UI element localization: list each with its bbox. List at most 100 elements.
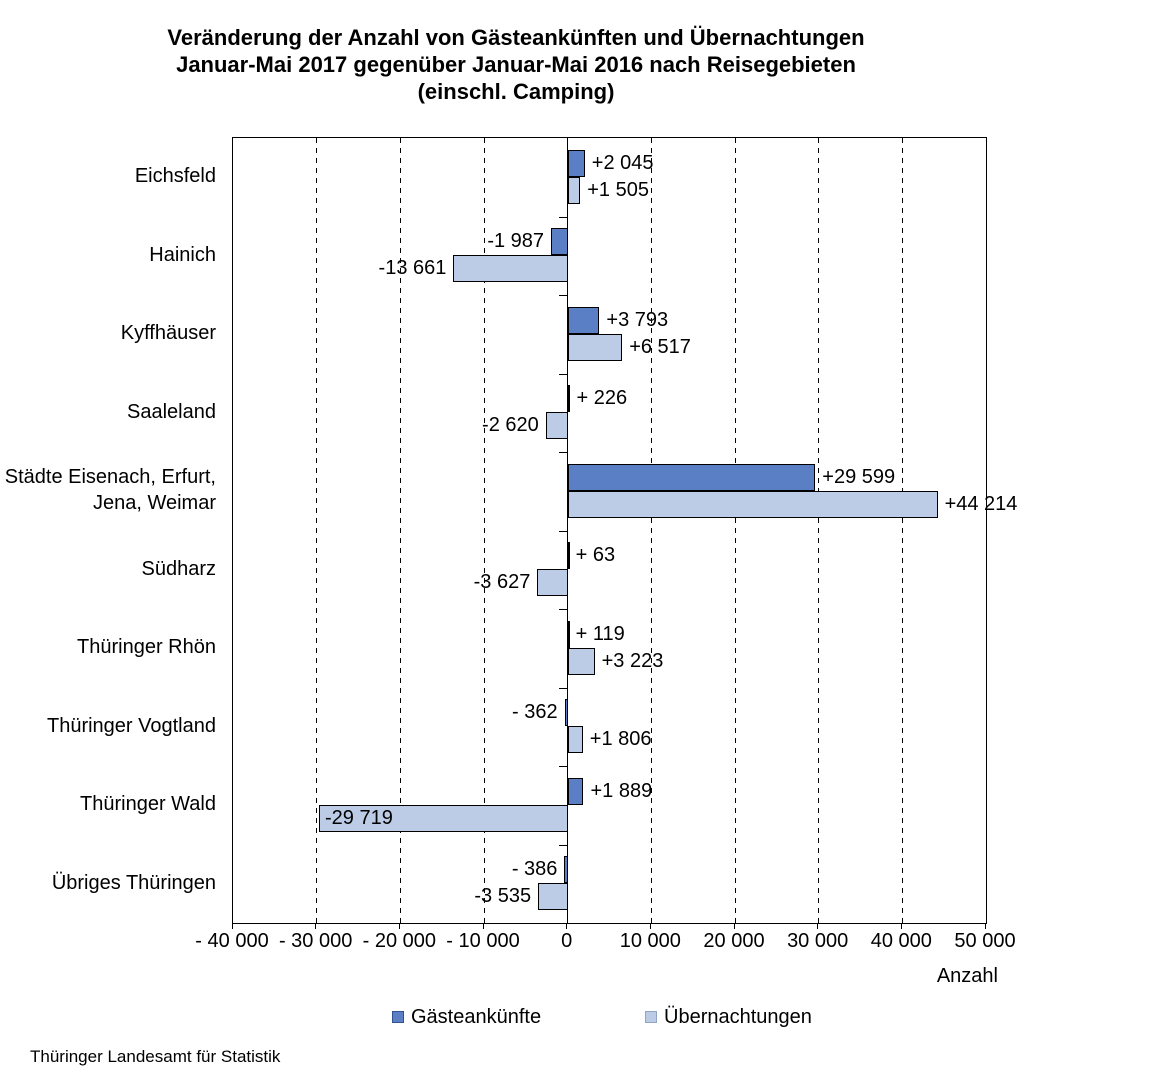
chart-title: Veränderung der Anzahl von Gästeankünfte… xyxy=(0,24,1032,105)
zero-axis-tick xyxy=(558,687,568,689)
bar-value-label: +3 223 xyxy=(601,649,664,672)
zero-axis-tick xyxy=(558,766,568,767)
x-axis-tick-label: 10 000 xyxy=(619,930,681,952)
x-axis-tick xyxy=(398,923,400,929)
bar-value-label: -3 535 xyxy=(474,885,532,907)
category-label: Eichsfeld xyxy=(134,165,216,188)
x-axis-tick-label: - 30 000 xyxy=(278,930,353,952)
x-axis-tick-label: 20 000 xyxy=(703,930,765,952)
x-axis-tick-label: 30 000 xyxy=(787,930,849,952)
category-label: Übriges Thüringen xyxy=(51,871,216,894)
legend-label-uebernachtungen: Übernachtungen xyxy=(664,1006,812,1028)
bar-uebernachtungen xyxy=(319,804,568,832)
category-label: Hainich xyxy=(149,243,216,266)
bar-gaesteankuenfte xyxy=(567,149,585,177)
bar-uebernachtungen xyxy=(567,726,583,753)
zero-axis-line xyxy=(567,138,569,923)
bar-value-label: -2 620 xyxy=(482,414,539,436)
x-axis-tick-label: - 20 000 xyxy=(362,930,437,952)
category-label: Thüringer Wald xyxy=(80,793,216,816)
x-axis-title: Anzahl xyxy=(936,965,998,987)
legend: Gästeankünfte Übernachtungen xyxy=(0,1005,1152,1029)
bar-value-label: +1 806 xyxy=(589,728,652,750)
legend-swatch-uebernachtungen xyxy=(645,1011,657,1023)
gridline xyxy=(901,138,903,923)
x-axis-tick-label: 0 xyxy=(561,930,573,952)
bar-value-label: -1 987 xyxy=(487,230,545,252)
bar-value-label: + 63 xyxy=(575,544,616,566)
gridline xyxy=(734,138,736,923)
legend-swatch-gaesteankuenfte xyxy=(392,1011,404,1023)
x-axis-tick xyxy=(231,923,233,929)
bar-gaesteankuenfte xyxy=(567,620,570,648)
bar-gaesteankuenfte xyxy=(567,306,600,334)
bar-uebernachtungen xyxy=(537,569,568,596)
bar-value-label: +1 505 xyxy=(587,178,649,201)
bar-value-label: + 119 xyxy=(575,622,625,645)
bar-uebernachtungen xyxy=(567,176,581,204)
category-axis-labels: Eichsfeld Hainich Kyffhäuser Saaleland Städt… xyxy=(0,137,216,922)
zero-axis-tick xyxy=(558,452,568,453)
zero-axis-tick xyxy=(558,216,568,218)
bar-gaesteankuenfte xyxy=(551,228,568,255)
bar-gaesteankuenfte xyxy=(564,699,568,726)
bar-gaesteankuenfte xyxy=(567,542,570,569)
x-axis-tick xyxy=(566,923,568,929)
zero-axis-tick xyxy=(558,609,568,610)
category-label: Südharz xyxy=(141,557,217,580)
gridline xyxy=(650,138,652,923)
bar-uebernachtungen xyxy=(545,412,568,439)
bar-value-label: +44 214 xyxy=(944,492,1018,515)
x-axis-tick xyxy=(649,923,651,929)
bar-uebernachtungen xyxy=(538,883,568,910)
x-axis-tick xyxy=(817,923,819,929)
bar-uebernachtungen xyxy=(567,333,623,361)
gridline xyxy=(483,138,485,923)
chart-title-line2: Januar-Mai 2017 gegenüber Januar-Mai 201… xyxy=(176,52,856,77)
bar-value-label: +3 793 xyxy=(606,308,669,331)
category-label: Städte Eisenach, Erfurt, Jena, Weimar xyxy=(4,466,216,515)
category-label: Thüringer Rhön xyxy=(77,636,216,659)
bar-value-label: +2 045 xyxy=(591,151,654,174)
x-axis-tick-label: - 10 000 xyxy=(446,930,520,952)
chart-title-line3: (einschl. Camping) xyxy=(417,79,615,104)
source-note: Thüringer Landesamt für Statistik xyxy=(30,1047,281,1066)
bar-value-label: -13 661 xyxy=(378,257,447,279)
x-axis-tick xyxy=(482,923,484,929)
bar-value-label: - 362 xyxy=(512,701,558,723)
category-label: Kyffhäuser xyxy=(120,322,216,345)
bar-value-label: -29 719 xyxy=(325,806,393,829)
zero-axis-tick xyxy=(558,373,568,375)
bar-uebernachtungen xyxy=(567,490,938,518)
gridline xyxy=(316,138,318,923)
gridline xyxy=(818,138,820,923)
bar-gaesteankuenfte xyxy=(567,385,570,412)
zero-axis-tick xyxy=(558,530,568,532)
x-axis-tick-label: - 40 000 xyxy=(195,930,269,952)
chart-title-line1: Veränderung der Anzahl von Gästeankünfte… xyxy=(167,25,865,50)
legend-item-uebernachtungen: Übernachtungen xyxy=(645,1005,812,1029)
x-axis-tick xyxy=(984,923,986,929)
zero-axis-tick xyxy=(558,295,568,296)
zero-axis-tick xyxy=(558,844,568,846)
category-label: Thüringer Vogtland xyxy=(46,714,216,737)
category-label: Saaleland xyxy=(127,400,216,423)
bar-gaesteankuenfte xyxy=(567,777,584,805)
gridline xyxy=(399,138,401,923)
bar-value-label: +1 889 xyxy=(590,779,653,802)
bar-uebernachtungen xyxy=(453,255,568,282)
bar-value-label: - 386 xyxy=(511,858,558,880)
bar-uebernachtungen xyxy=(567,647,595,675)
plot-area: +2 045 -1 987 +3 793 + 226 +29 599 + 63 + 119 -… xyxy=(232,137,1017,924)
legend-item-gaesteankuenfte: Gästeankünfte xyxy=(392,1005,541,1029)
x-axis-tick xyxy=(900,923,902,929)
x-axis-tick xyxy=(733,923,735,929)
bar-gaesteankuenfte xyxy=(564,856,568,883)
x-axis-tick-label: 40 000 xyxy=(870,930,932,952)
bar-value-label: -3 627 xyxy=(473,571,531,593)
x-axis-tick-label: 50 000 xyxy=(954,930,1016,952)
bar-value-label: +6 517 xyxy=(629,335,691,358)
bar-gaesteankuenfte xyxy=(567,463,816,491)
bar-value-label: +29 599 xyxy=(822,465,896,488)
